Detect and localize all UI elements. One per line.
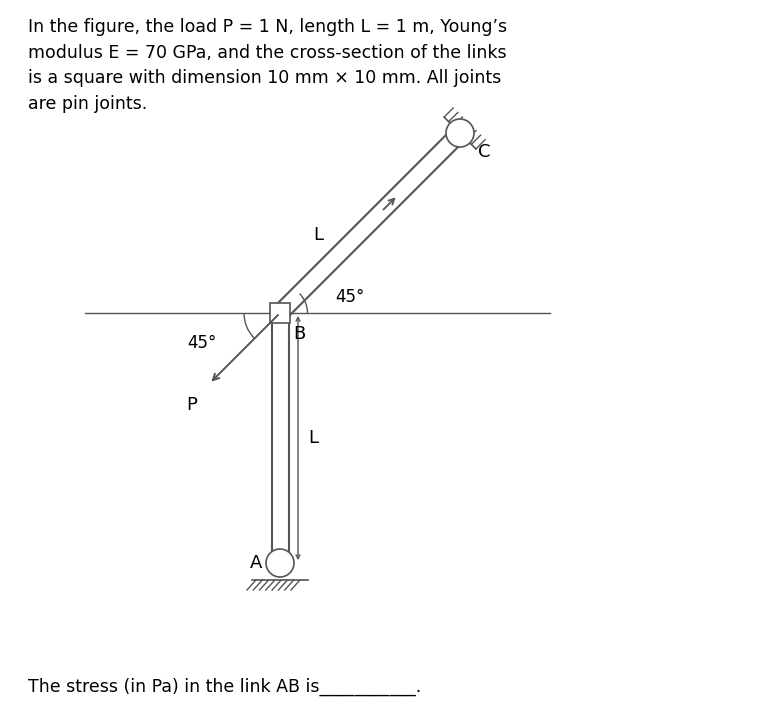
Text: P: P [187, 396, 197, 414]
Text: 45°: 45° [187, 334, 216, 352]
Text: 45°: 45° [335, 288, 364, 306]
Text: The stress (in Pa) in the link AB is___________.: The stress (in Pa) in the link AB is____… [28, 678, 422, 696]
Text: In the figure, the load P = 1 N, length L = 1 m, Young’s
modulus E = 70 GPa, and: In the figure, the load P = 1 N, length … [28, 18, 507, 113]
Text: L: L [313, 226, 323, 244]
Circle shape [266, 549, 294, 577]
Text: C: C [478, 143, 490, 161]
Text: B: B [293, 325, 305, 343]
Text: L: L [308, 429, 318, 447]
Text: A: A [249, 554, 262, 572]
Bar [270, 303, 290, 323]
Circle shape [446, 119, 474, 147]
